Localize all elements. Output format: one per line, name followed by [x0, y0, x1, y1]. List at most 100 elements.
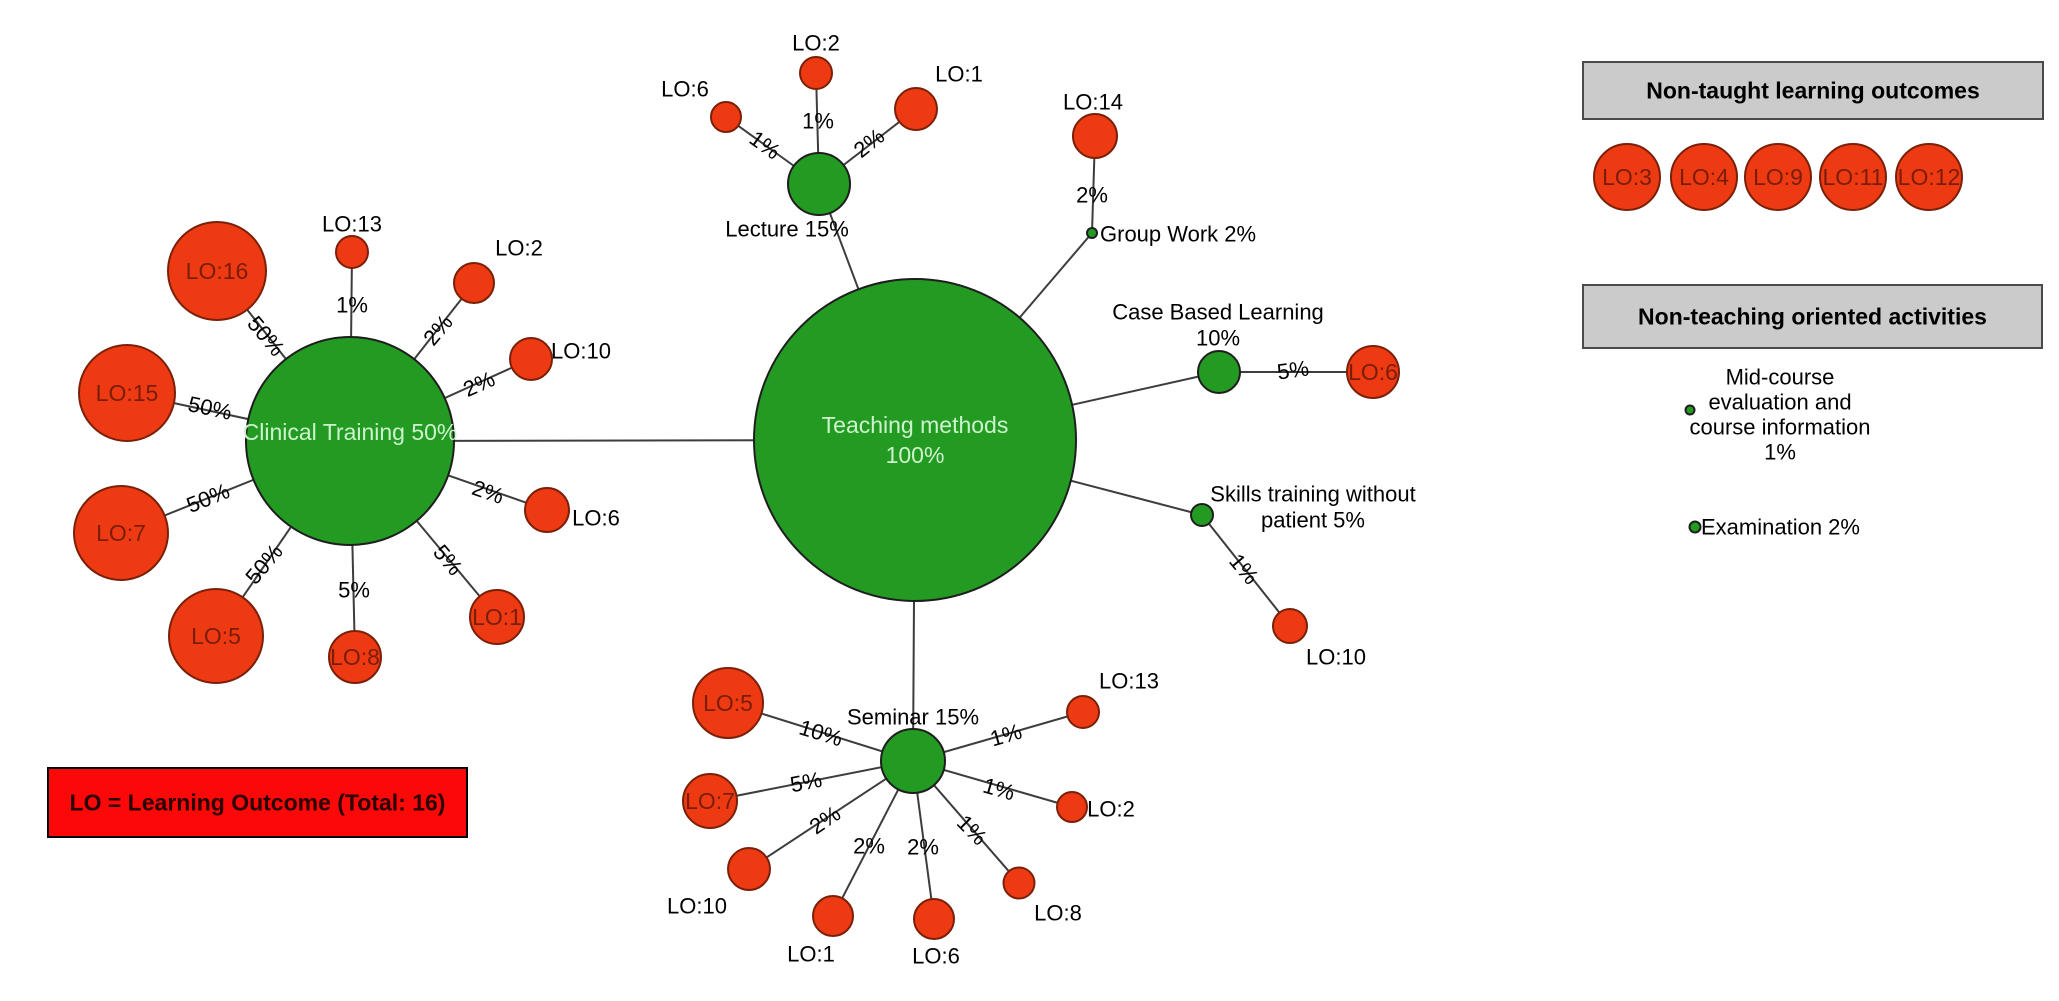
non-taught-header-label: Non-taught learning outcomes [1646, 78, 1980, 104]
node-label-clinical: Clinical Training 50% [243, 419, 458, 445]
node-label-c-lo7: LO:7 [96, 520, 146, 546]
node-c-lo7 [73, 485, 169, 581]
node-label-p-lo9: LO:9 [1753, 164, 1803, 190]
node-label-p-lo4: LO:4 [1679, 164, 1729, 190]
text-label: Lecture 15% [725, 217, 849, 242]
text-label: LO:2 [792, 31, 840, 56]
edge-skills-s-lo10 [1201, 514, 1291, 627]
text-label: LO:13 [322, 212, 382, 237]
edge-percent-label: 5% [788, 767, 824, 798]
node-sem-lo8 [1002, 866, 1036, 900]
node-c-lo10 [509, 337, 553, 381]
node-p-lo3 [1593, 143, 1661, 211]
non-teaching-header [1582, 284, 2043, 349]
node-label-p-lo11: LO:11 [1823, 164, 1884, 190]
node-sem-lo1 [812, 895, 854, 937]
text-label: LO:6 [572, 506, 620, 531]
node-label-c-lo8: LO:8 [330, 644, 380, 670]
text-label: Examination 2% [1701, 515, 1860, 540]
text-label: LO:6 [661, 77, 709, 102]
text-label: LO:6 [912, 944, 960, 969]
text-label: 10% [1196, 326, 1240, 351]
non-taught-header [1582, 61, 2044, 120]
node-p-lo9 [1744, 143, 1812, 211]
node-sem-lo2 [1056, 791, 1088, 823]
text-label: Skills training without [1210, 482, 1415, 507]
node-c-lo1 [469, 589, 525, 645]
node-label-p-lo3: LO:3 [1602, 164, 1652, 190]
node-l-lo1 [894, 87, 938, 131]
edge-percent-label: 2% [853, 834, 885, 859]
node-c-lo5 [168, 588, 264, 684]
text-label: LO:2 [495, 236, 543, 261]
node-label-cbl-lo6: LO:6 [1348, 359, 1398, 385]
node-seminar [880, 728, 946, 794]
node-label-sem-lo5: LO:5 [703, 690, 753, 716]
node-exam-dot [1688, 520, 1702, 534]
legend-box-label: LO = Learning Outcome (Total: 16) [70, 790, 446, 816]
node-label-c-lo5: LO:5 [191, 623, 241, 649]
node-l-lo6 [710, 101, 742, 133]
node-label-c-lo16: LO:16 [186, 258, 249, 284]
edge-seminar-sem-lo7 [709, 760, 914, 802]
node-skills [1190, 503, 1214, 527]
text-label: LO:2 [1087, 797, 1135, 822]
text-label: 1% [1764, 440, 1796, 465]
node-label-teaching: 100% [886, 442, 945, 468]
text-label: Mid-course [1726, 365, 1835, 390]
node-groupwork [1086, 227, 1098, 239]
text-label: Group Work 2% [1100, 222, 1256, 247]
node-sem-lo6 [913, 898, 955, 940]
text-label: LO:10 [667, 894, 727, 919]
node-c-lo16 [167, 221, 267, 321]
text-label: course information [1690, 415, 1871, 440]
node-lecture [787, 152, 851, 216]
edge-percent-label: 5% [1276, 355, 1311, 384]
non-teaching-header-label: Non-teaching oriented activities [1638, 304, 1987, 330]
node-l-lo2 [799, 56, 833, 90]
text-label: LO:10 [551, 339, 611, 364]
node-p-lo4 [1670, 143, 1738, 211]
node-c-lo8 [328, 630, 382, 684]
node-label-sem-lo7: LO:7 [685, 788, 735, 814]
node-sem-lo7 [682, 773, 738, 829]
node-sem-lo10 [727, 847, 771, 891]
node-c-lo13 [335, 235, 369, 269]
node-midcourse-dot [1684, 404, 1696, 416]
text-label: LO:14 [1063, 90, 1123, 115]
edge-percent-label: 2% [907, 835, 939, 860]
node-sem-lo13 [1066, 695, 1100, 729]
node-lo14 [1072, 113, 1118, 159]
text-label: evaluation and [1708, 390, 1851, 415]
edge-percent-label: 1% [336, 293, 368, 318]
node-label-c-lo15: LO:15 [96, 380, 159, 406]
node-label-teaching: Teaching methods [822, 412, 1009, 438]
text-label: patient 5% [1261, 508, 1365, 533]
node-label-c-lo1: LO:1 [472, 604, 522, 630]
edge-percent-label: 2% [1076, 183, 1108, 208]
edge-percent-label: 5% [338, 578, 370, 603]
node-s-lo10 [1272, 608, 1308, 644]
node-cbl-lo6 [1346, 345, 1400, 399]
text-label: Case Based Learning [1112, 300, 1324, 325]
node-clinical [245, 336, 455, 546]
text-label: LO:1 [787, 942, 835, 967]
text-label: LO:8 [1034, 901, 1082, 926]
node-label-p-lo12: LO:12 [1898, 164, 1961, 190]
legend-box [47, 767, 468, 838]
node-c-lo15 [78, 344, 176, 442]
node-c-lo2 [453, 262, 495, 304]
node-p-lo11 [1819, 143, 1887, 211]
node-c-lo6 [524, 487, 570, 533]
text-label: LO:10 [1306, 645, 1366, 670]
text-label: LO:13 [1099, 669, 1159, 694]
edge-percent-label: 1% [802, 109, 834, 134]
node-sem-lo5 [692, 667, 764, 739]
node-teaching [753, 278, 1077, 602]
node-p-lo12 [1895, 143, 1963, 211]
text-label: Seminar 15% [847, 705, 979, 730]
text-label: LO:1 [935, 62, 983, 87]
node-cbl [1197, 350, 1241, 394]
